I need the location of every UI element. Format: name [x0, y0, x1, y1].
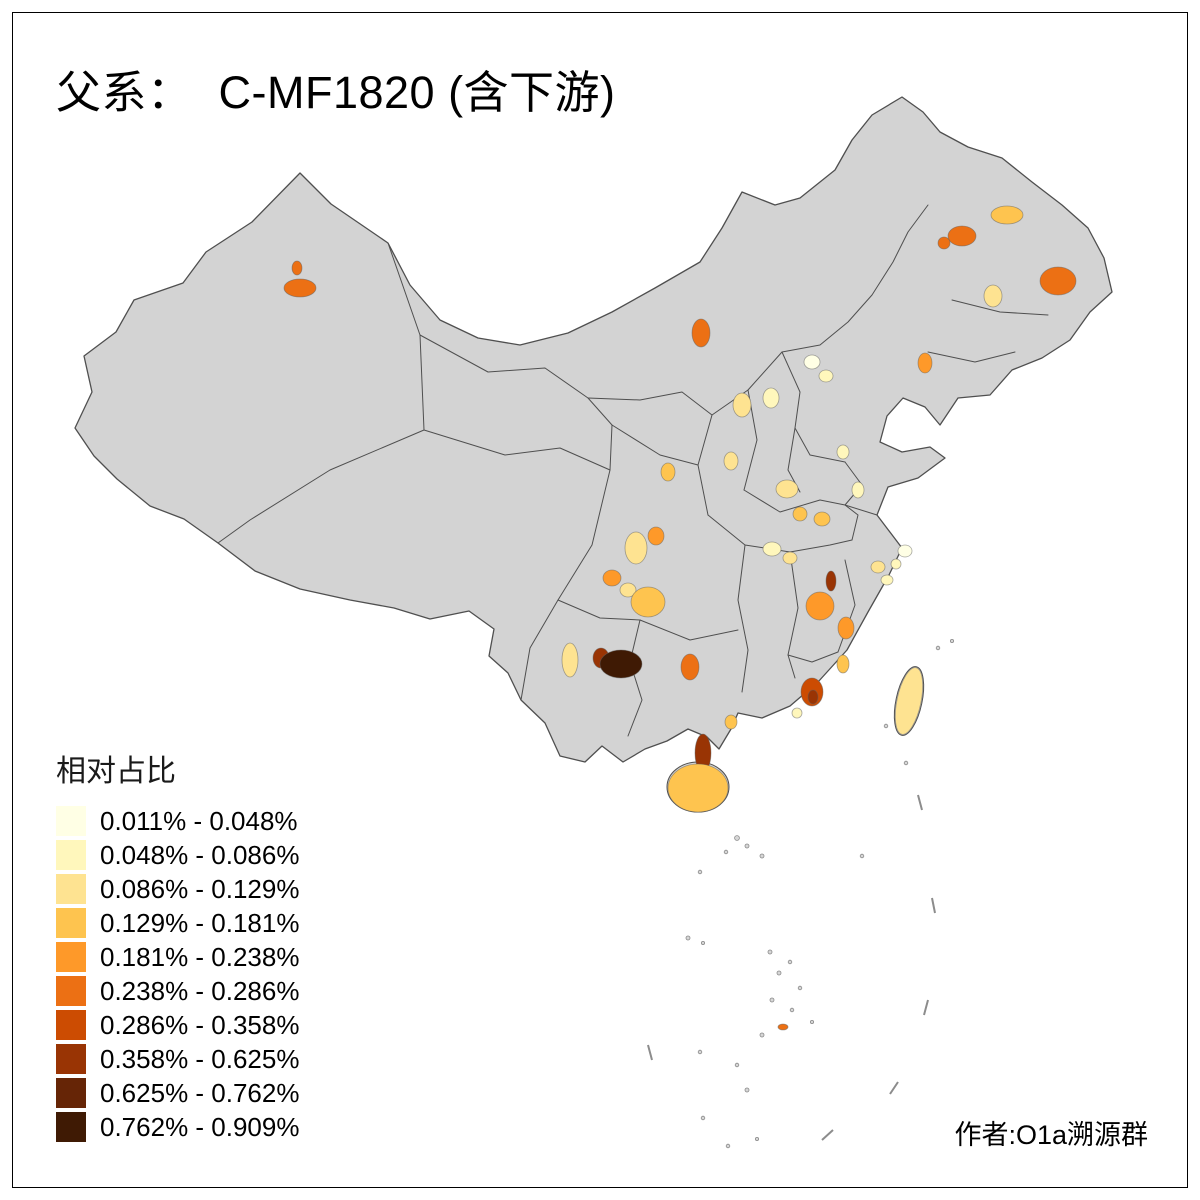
colored-region — [983, 284, 1003, 308]
colored-region — [723, 451, 739, 471]
legend-row: 0.762% - 0.909% — [56, 1110, 299, 1144]
legend-row: 0.048% - 0.086% — [56, 838, 299, 872]
legend-label: 0.286% - 0.358% — [100, 1009, 300, 1040]
colored-region — [599, 649, 643, 679]
colored-region — [667, 763, 729, 813]
colored-region — [624, 531, 648, 565]
colored-region — [691, 318, 711, 348]
province-borders — [217, 204, 1049, 737]
colored-region — [870, 560, 886, 574]
legend-row: 0.238% - 0.286% — [56, 974, 299, 1008]
legend-label: 0.129% - 0.181% — [100, 907, 300, 938]
colored-region — [897, 544, 913, 558]
colored-region — [1039, 266, 1077, 296]
legend-label: 0.625% - 0.762% — [100, 1077, 300, 1108]
legend-row: 0.086% - 0.129% — [56, 872, 299, 906]
colored-region — [680, 653, 700, 681]
colored-region — [836, 654, 850, 674]
colored-region — [283, 278, 317, 298]
legend-label: 0.762% - 0.909% — [100, 1111, 300, 1142]
legend-swatch — [56, 942, 86, 972]
colored-region — [937, 236, 951, 250]
colored-region — [813, 511, 831, 527]
colored-region — [837, 616, 855, 640]
legend-row: 0.625% - 0.762% — [56, 1076, 299, 1110]
legend-label: 0.238% - 0.286% — [100, 975, 300, 1006]
colored-region — [818, 369, 834, 383]
choropleth-region-layer — [283, 205, 1077, 1031]
colored-region — [291, 260, 303, 276]
legend-row: 0.286% - 0.358% — [56, 1008, 299, 1042]
legend-swatch — [56, 1078, 86, 1108]
colored-region — [805, 591, 835, 621]
colored-region — [836, 444, 850, 460]
colored-region — [724, 714, 738, 730]
colored-region — [894, 667, 924, 735]
legend-label: 0.048% - 0.086% — [100, 839, 300, 870]
colored-region — [807, 689, 819, 705]
legend-title: 相对占比 — [56, 755, 176, 788]
legend-label: 0.358% - 0.625% — [100, 1043, 300, 1074]
legend-row: 0.181% - 0.238% — [56, 940, 299, 974]
colored-region — [777, 1023, 789, 1031]
colored-region — [602, 569, 622, 587]
legend-swatch — [56, 1112, 86, 1142]
colored-region — [791, 707, 803, 719]
colored-region — [890, 558, 902, 570]
colored-region — [880, 574, 894, 586]
legend-swatch — [56, 806, 86, 836]
legend-row: 0.358% - 0.625% — [56, 1042, 299, 1076]
legend-swatch — [56, 874, 86, 904]
legend-label: 0.181% - 0.238% — [100, 941, 300, 972]
legend-swatch — [56, 1044, 86, 1074]
colored-region — [792, 506, 808, 522]
colored-region — [732, 392, 752, 418]
legend-label: 0.086% - 0.129% — [100, 873, 300, 904]
colored-region — [947, 225, 977, 247]
colored-region — [803, 354, 821, 370]
sea-islands — [647, 639, 955, 1149]
figure-title: 父系： C-MF1820 (含下游) — [56, 67, 616, 118]
attribution: 作者:O1a溯源群 — [954, 1120, 1148, 1150]
legend-swatch — [56, 976, 86, 1006]
legend-label: 0.011% - 0.048% — [100, 805, 298, 836]
colored-region — [647, 526, 665, 546]
colored-region — [775, 479, 799, 499]
legend-swatch — [56, 1010, 86, 1040]
colored-region — [851, 481, 865, 499]
colored-region — [762, 387, 780, 409]
colored-region — [619, 582, 637, 598]
colored-region — [782, 551, 798, 565]
colored-region — [990, 205, 1024, 225]
legend-swatch — [56, 908, 86, 938]
colored-region — [917, 352, 933, 374]
colored-region — [660, 462, 676, 482]
colored-region — [762, 541, 782, 557]
legend: 相对占比 0.011% - 0.048% 0.048% - 0.086% 0.0… — [56, 746, 299, 1144]
colored-region — [825, 570, 837, 592]
legend-swatch — [56, 840, 86, 870]
legend-row: 0.129% - 0.181% — [56, 906, 299, 940]
colored-region — [561, 642, 579, 678]
legend-row: 0.011% - 0.048% — [56, 804, 299, 838]
colored-region — [630, 586, 666, 618]
